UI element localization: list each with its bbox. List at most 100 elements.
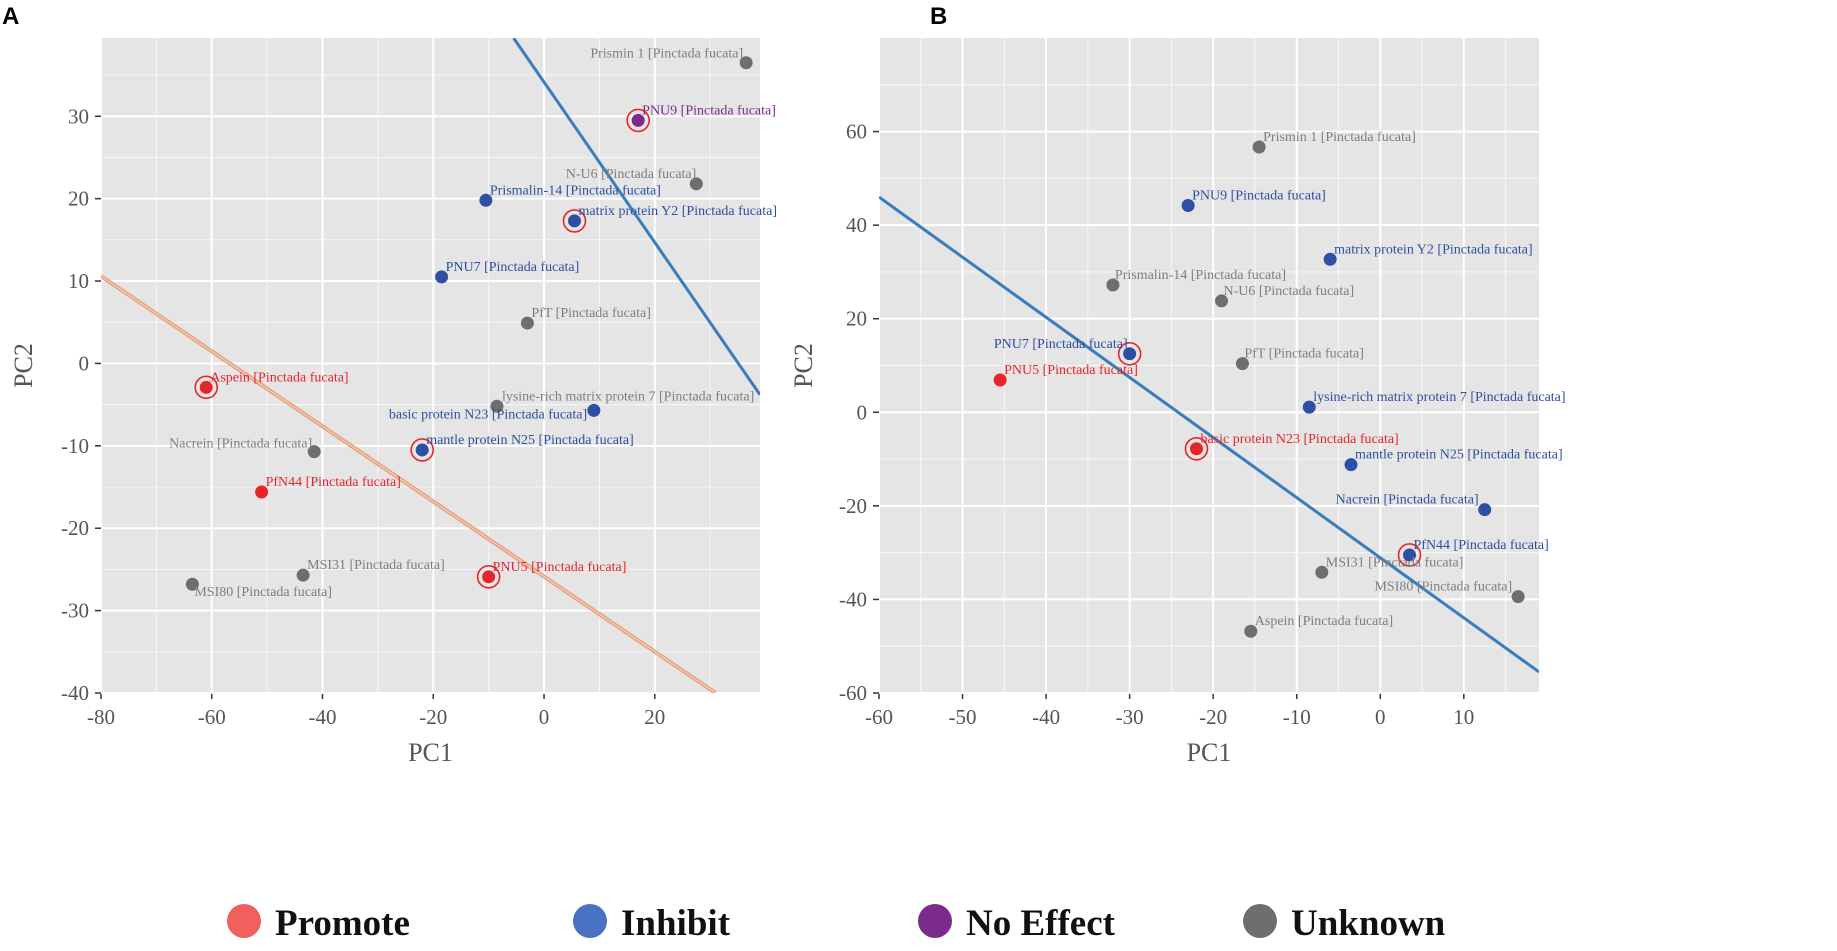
y-axis-title: PC2 [9, 343, 38, 388]
x-tick-label: -60 [865, 705, 893, 729]
point-matrix-protein-y2 [567, 214, 581, 228]
point-lysine-rich-matrix-protein-7 [1302, 400, 1316, 414]
y-tick-label: -10 [61, 434, 89, 458]
highlight-ring-pnu5 [476, 565, 501, 589]
separator-line-highlight [101, 275, 717, 693]
x-tick-label: 0 [539, 705, 550, 729]
x-tick-label: 10 [1453, 705, 1474, 729]
point-nacrein [307, 445, 321, 459]
highlight-ring-matrix-protein-y2 [562, 209, 587, 233]
point-label-pft: PfT [Pinctada fucata] [531, 306, 650, 321]
legend: Promote Inhibit No Effect Unknown [227, 903, 1446, 944]
point-label-lysine-rich-matrix-protein-7: lysine-rich matrix protein 7 [Pinctada f… [502, 389, 754, 404]
x-axis-title: PC1 [408, 738, 453, 767]
highlight-ring-aspein [194, 375, 219, 400]
x-tick-label: -30 [1116, 705, 1144, 729]
point-label-mantle-protein-n25: mantle protein N25 [Pinctada fucata] [426, 433, 634, 448]
point-msi80 [1511, 590, 1525, 604]
x-tick-label: -40 [309, 705, 337, 729]
point-label-msi80: MSI80 [Pinctada fucata] [194, 585, 332, 600]
point-label-aspein: Aspein [Pinctada fucata] [1255, 614, 1393, 629]
point-pfn44 [1403, 548, 1417, 562]
point-pft [520, 316, 534, 330]
point-label-pnu7: PNU7 [Pinctada fucata] [994, 337, 1128, 352]
panel-letter-b: B [930, 3, 947, 30]
point-msi31 [1315, 565, 1329, 579]
point-label-pfn44: PfN44 [Pinctada fucata] [1414, 538, 1549, 553]
point-label-matrix-protein-y2: matrix protein Y2 [Pinctada fucata] [1334, 242, 1533, 257]
separator-line-blue [879, 195, 1539, 674]
separator-line-blue [512, 38, 760, 396]
point-pnu9 [1181, 198, 1195, 212]
panel-letter-a: A [2, 3, 19, 30]
y-tick-label: -60 [839, 681, 867, 705]
panel-a-scatter-plot: -80 -60 -40 -20 0 20 -40 -30 -20 -10 0 10 20 30 PC1 PC2… [9, 38, 777, 767]
x-tick-label: 0 [1375, 705, 1386, 729]
y-tick-label: -20 [839, 494, 867, 518]
point-aspein [1244, 624, 1258, 638]
point-label-pnu9: PNU9 [Pinctada fucata] [1192, 188, 1326, 203]
point-pfn44 [255, 485, 269, 499]
point-pnu9 [631, 113, 645, 127]
point-pnu5 [993, 373, 1007, 387]
point-prismalin-14 [479, 193, 493, 207]
x-tick-label: -40 [1032, 705, 1060, 729]
point-label-pnu7: PNU7 [Pinctada fucata] [446, 260, 580, 275]
point-mantle-protein-n25 [415, 443, 429, 457]
point-label-msi31: MSI31 [Pinctada fucata] [307, 558, 445, 573]
point-label-nacrein: Nacrein [Pinctada fucata] [1336, 493, 1479, 508]
legend-label-unknown: Unknown [1291, 903, 1446, 944]
point-label-pnu5: PNU5 [Pinctada fucata] [493, 560, 627, 575]
point-pnu5 [482, 570, 496, 584]
x-tick-label: -60 [198, 705, 226, 729]
highlight-ring-mantle-protein-n25 [410, 438, 434, 462]
x-tick-label: -10 [1283, 705, 1311, 729]
y-tick-label: 20 [68, 187, 89, 211]
point-label-matrix-protein-y2: matrix protein Y2 [Pinctada fucata] [578, 204, 777, 219]
panel-b-scatter-plot: -60 -50 -40 -30 -20 -10 0 10 -60 -40 -20 0 20 40 60 PC1… [789, 38, 1566, 767]
point-label-msi80: MSI80 [Pinctada fucata] [1374, 580, 1512, 595]
x-tick-label: -50 [949, 705, 977, 729]
legend-swatch-unknown [1243, 904, 1277, 938]
point-pnu7 [435, 270, 449, 284]
y-tick-label: 10 [68, 269, 89, 293]
y-tick-label: 0 [857, 400, 868, 424]
point-label-n-u6: N-U6 [Pinctada fucata] [566, 167, 697, 182]
y-tick-label: -40 [61, 681, 89, 705]
highlight-ring-pfn44 [1397, 543, 1422, 567]
y-tick-label: 20 [846, 307, 867, 331]
y-tick-label: 0 [79, 351, 90, 375]
x-tick-label: -80 [87, 705, 115, 729]
point-matrix-protein-y2 [1323, 252, 1337, 266]
point-label-prismin-1: Prismin 1 [Pinctada fucata] [590, 47, 743, 62]
point-pft [1235, 357, 1249, 371]
legend-swatch-promote [227, 904, 261, 938]
point-n-u6 [1215, 294, 1229, 308]
point-lysine-rich-matrix-protein-7 [490, 399, 504, 413]
y-tick-label: -30 [61, 599, 89, 623]
legend-label-inhibit: Inhibit [621, 903, 731, 944]
point-pnu7 [1123, 347, 1137, 361]
point-label-n-u6: N-U6 [Pinctada fucata] [1224, 284, 1355, 299]
y-axis-title: PC2 [789, 343, 818, 388]
x-tick-label: 20 [644, 705, 665, 729]
point-msi80 [185, 577, 199, 591]
x-axis-title: PC1 [1187, 738, 1232, 767]
point-n-u6 [689, 177, 703, 191]
point-label-lysine-rich-matrix-protein-7: lysine-rich matrix protein 7 [Pinctada f… [1313, 390, 1565, 405]
point-label-prismalin-14: Prismalin-14 [Pinctada fucata] [490, 183, 661, 198]
point-label-pft: PfT [Pinctada fucata] [1244, 347, 1363, 362]
y-tick-label: 60 [846, 120, 867, 144]
point-prismin-1 [739, 56, 753, 70]
legend-label-promote: Promote [275, 903, 410, 944]
point-prismalin-14 [1106, 278, 1120, 292]
point-label-msi31: MSI31 [Pinctada fucata] [1326, 555, 1464, 570]
y-tick-label: -40 [839, 587, 867, 611]
x-tick-label: -20 [419, 705, 447, 729]
point-label-aspein: Aspein [Pinctada fucata] [210, 370, 348, 385]
highlight-ring-pnu9 [626, 108, 650, 133]
point-basic-protein-n23 [587, 403, 601, 417]
point-label-pfn44: PfN44 [Pinctada fucata] [266, 475, 401, 490]
point-label-basic-protein-n23: basic protein N23 [Pinctada fucata] [389, 407, 587, 422]
